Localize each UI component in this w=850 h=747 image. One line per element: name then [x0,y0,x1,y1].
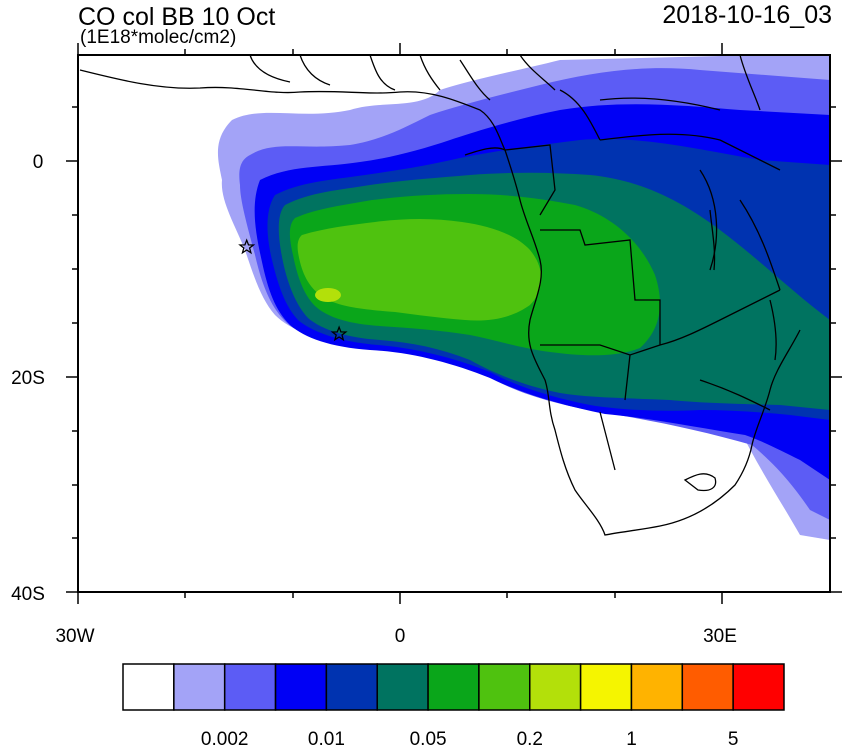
colorbar-swatch [681,663,734,711]
colorbar-label: 0.002 [201,729,249,747]
colorbar-label: 5 [728,729,739,747]
x-tick-label-0: 0 [395,626,406,647]
colorbar-label: 0.05 [410,729,447,747]
great-lakes [709,209,777,361]
africa-west-coast [79,69,801,536]
colorbar-swatch [529,663,582,711]
units-label: (1E18*molec/cm2) [80,27,237,48]
datetime-label: 2018-10-16_03 [662,1,832,29]
contour-0.1 [297,219,542,321]
colorbar-swatch [478,663,531,711]
map-title: CO col BB 10 Oct [78,3,276,31]
y-ticks [66,106,842,593]
colorbar-swatch [122,663,175,711]
colorbar-labels: 0.002 0.01 0.05 0.2 1 5 [201,729,739,747]
colorbar-swatch [427,663,480,711]
north-borders [249,55,781,171]
colorbar-swatch [173,663,226,711]
colorbar-label: 0.2 [517,729,543,747]
colorbar-swatch [376,663,429,711]
colorbar-swatch [630,663,684,711]
central-borders [504,144,781,492]
colorbar-label: 1 [626,729,637,747]
concentration-field [217,55,830,540]
colorbar-label: 0.01 [308,729,345,747]
contour-0.2 [315,288,341,302]
x-ticks [77,43,723,604]
colorbar-swatch [325,663,378,711]
colorbar-swatch [732,663,785,711]
coastlines [79,55,801,536]
colorbar-swatch [579,663,633,711]
colorbar-swatch [223,663,277,711]
colorbar [122,663,785,711]
gulf-coast [464,147,506,156]
x-tick-label-30w: 30W [55,626,94,647]
x-tick-label-30e: 30E [703,626,737,647]
y-tick-label-0: 0 [33,152,44,173]
colorbar-swatch [274,663,328,711]
y-tick-label-20s: 20S [11,368,45,389]
y-tick-label-40s: 40S [11,584,45,605]
